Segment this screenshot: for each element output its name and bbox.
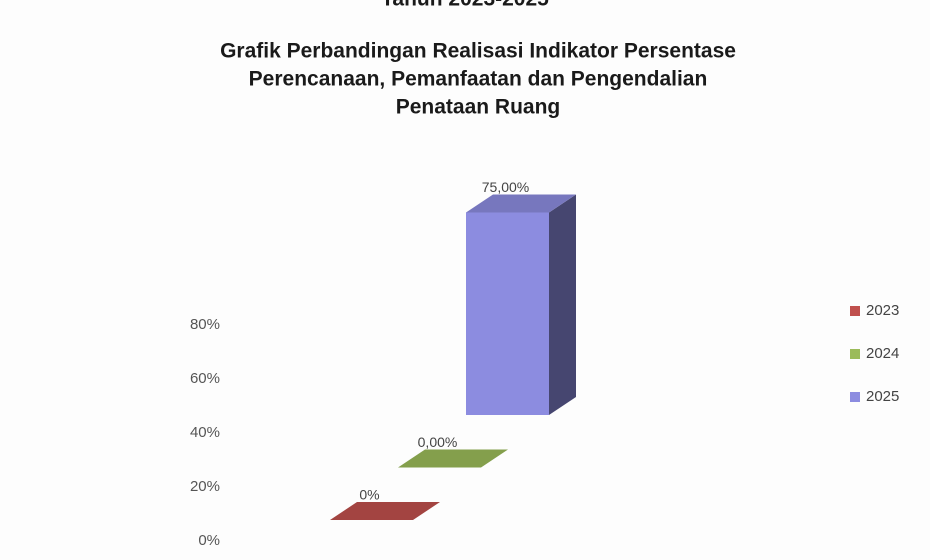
chart-supertitle: Tahun 2023-2025 [381, 0, 549, 11]
y-tick-label: 80% [190, 316, 220, 333]
chart-title: Perencanaan, Pemanfaatan dan Pengendalia… [249, 68, 708, 91]
chart-title: Grafik Perbandingan Realisasi Indikator … [220, 40, 736, 63]
bar-top [466, 194, 576, 213]
bar-top [398, 449, 508, 468]
y-tick-label: 60% [190, 370, 220, 387]
bar-side [549, 194, 576, 415]
legend-swatch [850, 392, 860, 402]
y-tick-label: 40% [190, 424, 220, 441]
legend-label: 2024 [866, 345, 899, 362]
y-tick-label: 20% [190, 478, 220, 495]
data-label: 0,00% [418, 434, 458, 450]
legend-swatch [850, 306, 860, 316]
legend-label: 2025 [866, 388, 899, 405]
y-tick-label: 0% [198, 532, 220, 549]
chart-title: Penataan Ruang [396, 96, 561, 119]
legend-swatch [850, 349, 860, 359]
data-label: 75,00% [482, 179, 529, 195]
legend-label: 2023 [866, 302, 899, 319]
bar-top [330, 502, 440, 520]
bar [466, 212, 549, 415]
data-label: 0% [359, 487, 379, 503]
